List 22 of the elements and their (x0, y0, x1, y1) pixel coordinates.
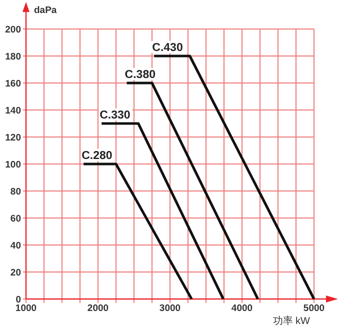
y-tick-label: 40 (10, 240, 21, 252)
y-tick-label: 200 (5, 24, 21, 36)
y-axis-title: daPa (34, 5, 58, 16)
x-tick-label: 4000 (231, 303, 253, 314)
y-tick-label: 0 (16, 294, 21, 306)
series-label: C.430 (152, 42, 183, 54)
x-axis-title: 功率 kW (272, 315, 311, 327)
y-tick-label: 80 (10, 186, 21, 198)
series-label: C.280 (82, 150, 112, 162)
y-tick-label: 100 (5, 160, 21, 170)
series-label: C.380 (124, 69, 156, 81)
y-tick-label: 140 (5, 106, 21, 116)
y-tick-label: 120 (5, 132, 21, 144)
y-tick-label: 160 (5, 78, 21, 90)
x-tick-label: 1000 (15, 303, 37, 314)
x-tick-label: 5000 (303, 303, 325, 314)
y-tick-label: 60 (10, 214, 21, 224)
y-tick-label: 180 (5, 52, 21, 62)
x-tick-label: 2000 (87, 303, 109, 314)
x-tick-label: 3000 (159, 303, 181, 314)
y-tick-label: 20 (10, 268, 21, 278)
series-label: C.330 (100, 110, 130, 122)
